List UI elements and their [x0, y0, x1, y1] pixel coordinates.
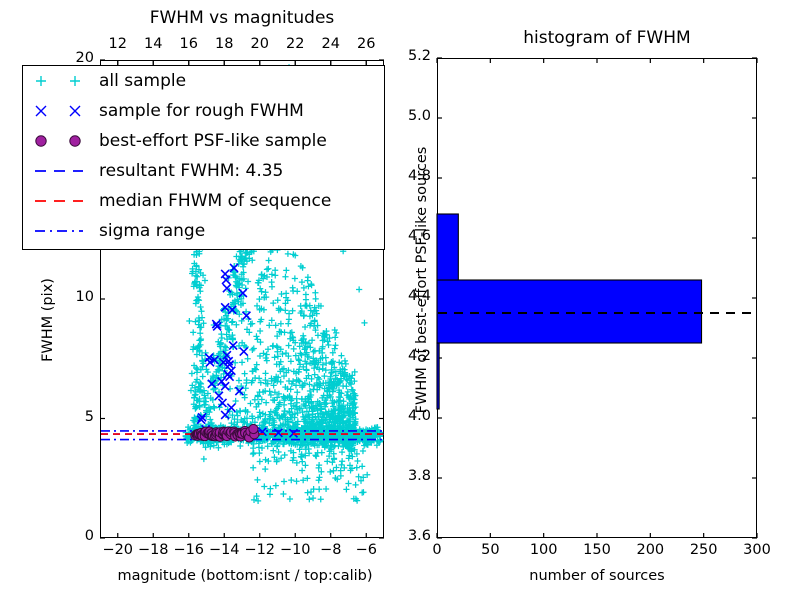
- histogram-ytick-label: 4.0: [407, 408, 431, 424]
- histogram-xtick-label: 300: [743, 542, 771, 558]
- scatter-xtick-label: −10: [279, 542, 311, 558]
- circle-icon: [23, 126, 99, 156]
- legend-item: median FHWM of sequence: [23, 186, 384, 216]
- rough-sample-points: [196, 223, 299, 438]
- dashdot-line-icon: [23, 216, 99, 246]
- scatter-plot-title: FWHM vs magnitudes: [149, 8, 335, 28]
- dashed-line-icon: [23, 186, 99, 216]
- histogram-panel: histogram of FWHM number of sources FWHM…: [400, 0, 800, 600]
- histogram-data-layer: [436, 57, 758, 539]
- legend-item-label: best-effort PSF-like sample: [99, 131, 327, 151]
- scatter-top-xtick-label: 14: [144, 36, 163, 52]
- histogram-bars: [436, 213, 703, 410]
- legend-item: resultant FWHM: 4.35: [23, 156, 384, 186]
- scatter-ytick-label: 5: [84, 408, 94, 425]
- scatter-top-xtick-label: 18: [215, 36, 234, 52]
- scatter-ytick-label: 0: [84, 528, 94, 544]
- histogram-ytick-label: 4.8: [407, 168, 431, 184]
- cross-icon: [23, 96, 99, 126]
- dashed-line-icon: [23, 156, 99, 186]
- legend-item: sigma range: [23, 216, 384, 246]
- legend-item: sample for rough FWHM: [23, 96, 384, 126]
- scatter-ytick-label: 20: [75, 50, 94, 66]
- plus-icon: [23, 66, 99, 96]
- scatter-xtick-label: −8: [320, 542, 342, 558]
- legend-item-label: median FHWM of sequence: [99, 191, 332, 211]
- legend: all sample sample for rough FWHM best-effo…: [22, 65, 385, 250]
- legend-item: best-effort PSF-like sample: [23, 126, 384, 156]
- scatter-xtick-label: −16: [173, 542, 205, 558]
- histogram-ytick-label: 4.2: [407, 348, 431, 364]
- scatter-xtick-label: −12: [244, 542, 276, 558]
- histogram-ytick-label: 4.4: [407, 288, 431, 304]
- scatter-top-xtick-label: 26: [357, 36, 376, 52]
- legend-item-label: sigma range: [99, 221, 206, 241]
- histogram-ytick-label: 5.2: [407, 48, 431, 64]
- scatter-top-xtick-label: 16: [179, 36, 198, 52]
- scatter-ytick-label: 10: [75, 289, 94, 305]
- histogram-xtick-label: 100: [529, 542, 558, 558]
- histogram-ytick-label: 3.8: [407, 468, 431, 484]
- scatter-top-xtick-label: 20: [250, 36, 269, 52]
- histogram-xtick-label: 200: [636, 542, 665, 558]
- histogram-plot-title: histogram of FWHM: [523, 28, 691, 48]
- histogram-ytick-label: 3.6: [407, 528, 431, 544]
- psf-like-sample-points: [190, 423, 260, 443]
- histogram-yaxis-label: FWHM of best-effort PSF-like sources: [414, 146, 430, 414]
- scatter-xtick-label: −14: [208, 542, 240, 558]
- histogram-xtick-label: 150: [583, 542, 611, 558]
- histogram-xtick-label: 250: [689, 542, 718, 558]
- histogram-ytick-label: 5.0: [407, 108, 431, 124]
- scatter-xaxis-label: magnitude (bottom:isnt / top:calib): [117, 568, 373, 584]
- legend-item-label: all sample: [99, 71, 187, 91]
- scatter-xtick-label: −18: [137, 542, 169, 558]
- legend-item-label: sample for rough FWHM: [99, 101, 304, 121]
- legend-item: all sample: [23, 66, 384, 96]
- scatter-top-xtick-label: 12: [108, 36, 127, 52]
- scatter-xtick-label: −20: [102, 542, 134, 558]
- histogram-xtick-label: 0: [432, 542, 442, 558]
- scatter-xtick-label: −6: [355, 542, 377, 558]
- scatter-top-xtick-label: 24: [321, 36, 340, 52]
- legend-item-label: resultant FWHM: 4.35: [99, 161, 284, 181]
- scatter-yaxis-label: FWHM (pix): [40, 278, 56, 362]
- histogram-xtick-label: 50: [481, 542, 500, 558]
- histogram-ytick-label: 4.6: [407, 228, 431, 244]
- scatter-top-xtick-label: 22: [286, 36, 305, 52]
- histogram-xaxis-label: number of sources: [529, 568, 665, 584]
